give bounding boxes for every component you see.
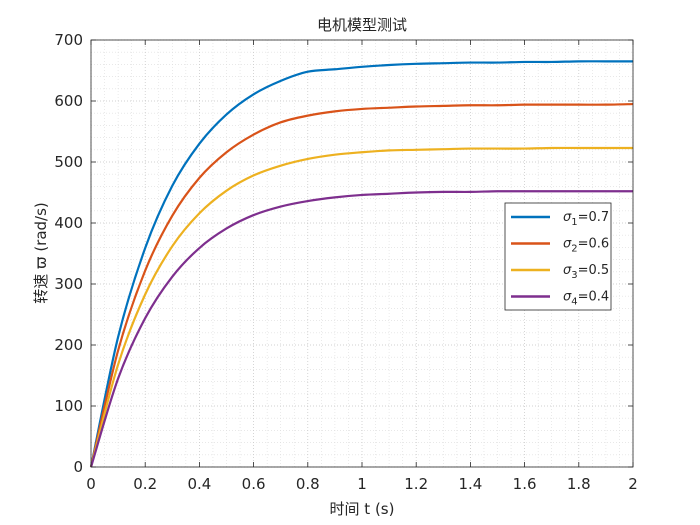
x-tick-label: 1.8 xyxy=(567,475,591,493)
series-line-3 xyxy=(89,146,633,468)
y-axis-tick-labels: 0 100 200 300 400 500 600 700 xyxy=(54,31,83,476)
x-tick-label: 0 xyxy=(86,475,96,493)
x-tick-label: 2 xyxy=(628,475,638,493)
legend-label-2: σ2=0.6 xyxy=(563,237,609,255)
axis-ticks xyxy=(90,39,634,468)
y-tick-label: 0 xyxy=(73,458,83,476)
x-tick-label: 1.6 xyxy=(513,475,537,493)
y-tick-label: 600 xyxy=(54,92,83,110)
x-tick-label: 1.2 xyxy=(404,475,428,493)
x-tick-label: 1.4 xyxy=(458,475,482,493)
y-tick-label: 700 xyxy=(54,31,83,49)
chart-title: 电机模型测试 xyxy=(317,16,407,34)
legend-label-4: σ4=0.4 xyxy=(563,290,609,308)
legend: σ1=0.7 σ2=0.6 σ3=0.5 σ4=0.4 xyxy=(504,202,612,311)
x-tick-label: 0.4 xyxy=(187,475,211,493)
x-tick-label: 0.8 xyxy=(296,475,320,493)
x-axis-label: 时间 t (s) xyxy=(330,500,395,518)
legend-label-1: σ1=0.7 xyxy=(563,210,609,228)
legend-items: σ1=0.7 σ2=0.6 σ3=0.5 σ4=0.4 xyxy=(511,210,609,308)
legend-box xyxy=(504,202,612,311)
series-lines xyxy=(89,60,634,468)
series-line-4 xyxy=(89,190,633,468)
x-tick-label: 0.6 xyxy=(242,475,266,493)
y-tick-label: 300 xyxy=(54,275,83,293)
y-tick-label: 500 xyxy=(54,153,83,171)
series-line-1 xyxy=(89,60,633,468)
y-axis-label: 转速 ϖ (rad/s) xyxy=(32,202,50,304)
y-tick-label: 100 xyxy=(54,397,83,415)
y-tick-label: 200 xyxy=(54,336,83,354)
x-tick-label: 0.2 xyxy=(133,475,157,493)
legend-label-3: σ3=0.5 xyxy=(563,263,609,281)
series-line-2 xyxy=(89,102,634,468)
x-tick-label: 1 xyxy=(357,475,367,493)
y-tick-label: 400 xyxy=(54,214,83,232)
x-axis-tick-labels: 0 0.2 0.4 0.6 0.8 1 1.2 1.4 1.6 1.8 2 xyxy=(86,475,638,493)
